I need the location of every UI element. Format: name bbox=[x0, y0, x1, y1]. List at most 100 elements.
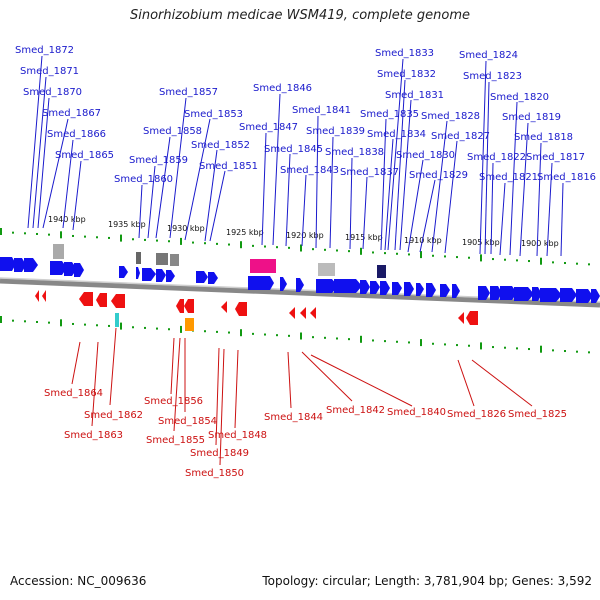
leader-line bbox=[301, 174, 307, 247]
gene-label[interactable]: Smed_1863 bbox=[64, 430, 123, 441]
minor-tick bbox=[252, 332, 254, 335]
gene-label[interactable]: Smed_1851 bbox=[199, 161, 258, 172]
gene-label[interactable]: Smed_1845 bbox=[264, 144, 323, 155]
minor-tick bbox=[456, 344, 458, 347]
gene-label[interactable]: Smed_1838 bbox=[325, 147, 384, 158]
gene-label[interactable]: Smed_1855 bbox=[146, 435, 205, 446]
minor-tick bbox=[576, 262, 578, 265]
minor-tick bbox=[324, 336, 326, 339]
gene-label[interactable]: Smed_1862 bbox=[84, 410, 143, 421]
minor-tick bbox=[588, 351, 590, 354]
gene-label[interactable]: Smed_1848 bbox=[208, 430, 267, 441]
minor-tick bbox=[396, 252, 398, 255]
leader-line bbox=[285, 153, 291, 247]
gene-label[interactable]: Smed_1840 bbox=[387, 407, 446, 418]
gene-label[interactable]: Smed_1853 bbox=[184, 109, 243, 120]
gene-label[interactable]: Smed_1860 bbox=[114, 174, 173, 185]
forward-gene-arrow bbox=[208, 272, 218, 284]
gene-label[interactable]: Smed_1847 bbox=[239, 122, 298, 133]
gene-label[interactable]: Smed_1865 bbox=[55, 150, 114, 161]
leader-line bbox=[173, 337, 181, 432]
gene-label[interactable]: Smed_1858 bbox=[143, 126, 202, 137]
gene-label[interactable]: Smed_1843 bbox=[280, 165, 339, 176]
minor-tick bbox=[192, 241, 194, 244]
gene-label[interactable]: Smed_1818 bbox=[514, 132, 573, 143]
gene-label[interactable]: Smed_1842 bbox=[326, 405, 385, 416]
forward-gene-arrow bbox=[514, 287, 534, 301]
gene-label[interactable]: Smed_1830 bbox=[396, 150, 455, 161]
forward-gene-arrow bbox=[24, 258, 38, 272]
leader-line bbox=[509, 101, 518, 256]
forward-gene-arrow bbox=[196, 271, 208, 283]
leader-line bbox=[147, 165, 156, 239]
major-tick bbox=[360, 335, 362, 343]
minor-tick bbox=[156, 327, 158, 330]
leader-line bbox=[138, 184, 143, 239]
gene-label[interactable]: Smed_1817 bbox=[526, 152, 585, 163]
gene-label[interactable]: Smed_1866 bbox=[47, 129, 106, 140]
gene-label[interactable]: Smed_1832 bbox=[377, 69, 436, 80]
minor-tick bbox=[84, 323, 86, 326]
minor-tick bbox=[216, 330, 218, 333]
leader-line bbox=[380, 118, 387, 251]
major-tick bbox=[300, 244, 302, 252]
forward-gene-arrow bbox=[440, 284, 450, 297]
minor-tick bbox=[504, 346, 506, 349]
gene-label[interactable]: Smed_1849 bbox=[190, 448, 249, 459]
gene-label[interactable]: Smed_1859 bbox=[129, 155, 188, 166]
gene-label[interactable]: Smed_1835 bbox=[360, 109, 419, 120]
gene-label[interactable]: Smed_1867 bbox=[42, 108, 101, 119]
gene-label[interactable]: Smed_1846 bbox=[253, 83, 312, 94]
gene-label[interactable]: Smed_1825 bbox=[508, 409, 567, 420]
major-tick bbox=[180, 325, 182, 333]
forward-gene-arrow bbox=[360, 280, 370, 294]
gene-label[interactable]: Smed_1816 bbox=[537, 172, 596, 183]
gene-label[interactable]: Smed_1827 bbox=[431, 131, 490, 142]
gene-label[interactable]: Smed_1844 bbox=[264, 412, 323, 423]
gene-label[interactable]: Smed_1841 bbox=[292, 105, 351, 116]
leader-line bbox=[169, 97, 187, 239]
major-tick bbox=[540, 345, 542, 353]
gene-label[interactable]: Smed_1820 bbox=[490, 92, 549, 103]
gene-label[interactable]: Smed_1839 bbox=[306, 126, 365, 137]
forward-gene-arrow bbox=[560, 288, 577, 302]
gene-label[interactable]: Smed_1822 bbox=[467, 152, 526, 163]
gene-label[interactable]: Smed_1828 bbox=[421, 111, 480, 122]
kbp-label: 1935 kbp bbox=[108, 220, 146, 229]
minor-tick bbox=[36, 320, 38, 323]
gene-label[interactable]: Smed_1872 bbox=[15, 45, 74, 56]
gene-label[interactable]: Smed_1824 bbox=[459, 50, 518, 61]
gene-label[interactable]: Smed_1870 bbox=[23, 87, 82, 98]
gene-label[interactable]: Smed_1856 bbox=[144, 396, 203, 407]
minor-tick bbox=[276, 246, 278, 249]
gene-label[interactable]: Smed_1837 bbox=[340, 167, 399, 178]
minor-tick bbox=[48, 321, 50, 324]
leader-line bbox=[219, 348, 225, 466]
gene-label[interactable]: Smed_1871 bbox=[20, 66, 79, 77]
minor-tick bbox=[96, 236, 98, 239]
forward-gene-arrow bbox=[119, 266, 128, 278]
reverse-gene-arrow bbox=[458, 312, 464, 324]
gene-label[interactable]: Smed_1857 bbox=[159, 87, 218, 98]
gene-label[interactable]: Smed_1850 bbox=[185, 468, 244, 479]
gene-label[interactable]: Smed_1823 bbox=[463, 71, 522, 82]
minor-tick bbox=[72, 234, 74, 237]
gene-label[interactable]: Smed_1854 bbox=[158, 416, 217, 427]
gene-label[interactable]: Smed_1833 bbox=[375, 48, 434, 59]
minor-tick bbox=[312, 248, 314, 251]
gene-label[interactable]: Smed_1829 bbox=[409, 170, 468, 181]
gene-label[interactable]: Smed_1831 bbox=[385, 90, 444, 101]
gene-label[interactable]: Smed_1821 bbox=[479, 172, 538, 183]
minor-tick bbox=[564, 350, 566, 353]
feature-box bbox=[250, 259, 276, 273]
reverse-gene-arrow bbox=[111, 294, 125, 308]
reverse-gene-arrow bbox=[235, 302, 247, 316]
gene-label[interactable]: Smed_1834 bbox=[367, 129, 426, 140]
gene-label[interactable]: Smed_1826 bbox=[447, 409, 506, 420]
gene-label[interactable]: Smed_1819 bbox=[502, 112, 561, 123]
minor-tick bbox=[504, 258, 506, 261]
major-tick bbox=[420, 251, 422, 259]
gene-label[interactable]: Smed_1864 bbox=[44, 388, 103, 399]
gene-label[interactable]: Smed_1852 bbox=[191, 140, 250, 151]
minor-tick bbox=[336, 337, 338, 340]
